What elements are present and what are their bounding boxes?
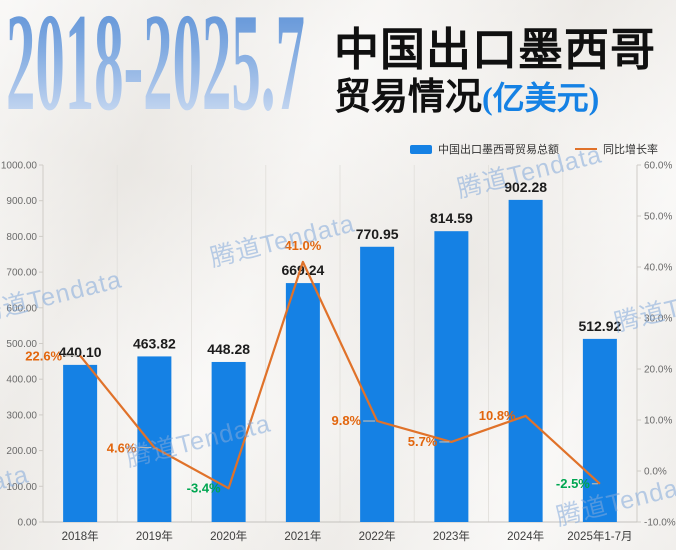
right-axis-tick-label: 60.0% <box>644 161 672 172</box>
growth-rate-label: -2.5% <box>556 476 590 491</box>
bar-value-label: 448.28 <box>207 341 250 357</box>
subtitle-unit: (亿美元) <box>482 79 600 116</box>
x-axis-label: 2024年 <box>507 529 544 543</box>
legend-line-label: 同比增长率 <box>603 144 658 156</box>
left-axis-tick-label: 600.00 <box>6 303 37 314</box>
bar-series-swatch-icon <box>410 144 432 154</box>
x-axis-label: 2021年 <box>284 529 321 543</box>
x-axis-label: 2020年 <box>210 529 247 543</box>
right-axis-tick-label: 10.0% <box>644 416 672 427</box>
line-series-swatch-icon <box>575 148 597 150</box>
x-axis-label: 2019年 <box>136 529 173 543</box>
x-axis-label: 2025年1-7月 <box>567 529 632 543</box>
bar-2019年 <box>137 356 172 522</box>
growth-rate-line <box>79 260 601 490</box>
x-axis-label: 2018年 <box>62 529 99 543</box>
growth-rate-label: -3.4% <box>187 480 221 495</box>
bar-2024年 <box>508 199 543 522</box>
bar-2022年 <box>360 246 395 522</box>
bar-value-label: 814.59 <box>430 210 473 226</box>
left-axis-tick-label: 0.00 <box>18 518 38 529</box>
right-axis-tick-label: 40.0% <box>644 263 672 274</box>
page-title: 中国出口墨西哥 <box>334 25 657 75</box>
growth-rate-label: 41.0% <box>284 238 321 253</box>
growth-rate-label: 5.7% <box>408 434 438 449</box>
bar-2025年1-7月 <box>582 338 617 522</box>
right-axis-tick-label: 0.0% <box>644 467 667 478</box>
left-axis-tick-label: 900.00 <box>6 196 37 207</box>
growth-rate-label: 9.8% <box>331 413 361 428</box>
title-year-range: 2018-2025.7 <box>6 0 305 133</box>
legend-item-line-series: 同比增长率 <box>575 141 658 157</box>
left-axis-tick-label: 200.00 <box>6 446 37 457</box>
bar-2021年 <box>285 283 320 522</box>
left-axis-tick-label: 500.00 <box>6 339 37 350</box>
left-axis-tick-label: 400.00 <box>6 375 37 386</box>
subtitle-text: 贸易情况 <box>334 76 482 118</box>
chart-legend: 中国出口墨西哥贸易总额 同比增长率 <box>0 140 658 158</box>
x-axis-label: 2022年 <box>359 529 396 543</box>
bar-value-label: 463.82 <box>133 335 176 351</box>
legend-item-bar-series: 中国出口墨西哥贸易总额 <box>410 141 559 157</box>
left-axis-tick-label: 1000.00 <box>1 161 38 172</box>
x-axis-label: 2023年 <box>433 529 470 543</box>
bar-value-label: 902.28 <box>504 179 547 195</box>
bar-2018年 <box>63 364 98 522</box>
right-axis-tick-label: 50.0% <box>644 212 672 223</box>
bar-2023年 <box>434 231 469 522</box>
combo-chart: 0.00 100.00 200.00 300.00 400.00 500.00 600.00… <box>1 161 676 544</box>
growth-rate-label: 4.6% <box>107 441 137 456</box>
growth-rate-label: 10.8% <box>479 408 516 423</box>
right-axis-tick-label: 30.0% <box>644 314 672 325</box>
left-axis-tick-label: 800.00 <box>6 232 37 243</box>
bar-value-label: 770.95 <box>356 226 399 242</box>
bar-value-label: 512.92 <box>578 318 621 334</box>
right-axis-tick-label: 20.0% <box>644 365 672 376</box>
right-axis-tick-label: -10.0% <box>644 518 676 529</box>
growth-rate-label: 22.6% <box>25 349 62 364</box>
title-block: 中国出口墨西哥 贸易情况(亿美元) <box>334 25 674 118</box>
page-subtitle: 贸易情况(亿美元) <box>334 76 674 118</box>
left-axis-tick-label: 300.00 <box>6 410 37 421</box>
legend-bar-label: 中国出口墨西哥贸易总额 <box>438 144 559 156</box>
bar-value-label: 669.24 <box>281 262 324 278</box>
left-axis-tick-label: 100.00 <box>6 482 37 493</box>
left-axis-tick-label: 700.00 <box>6 268 37 279</box>
bar-2020年 <box>211 361 246 522</box>
